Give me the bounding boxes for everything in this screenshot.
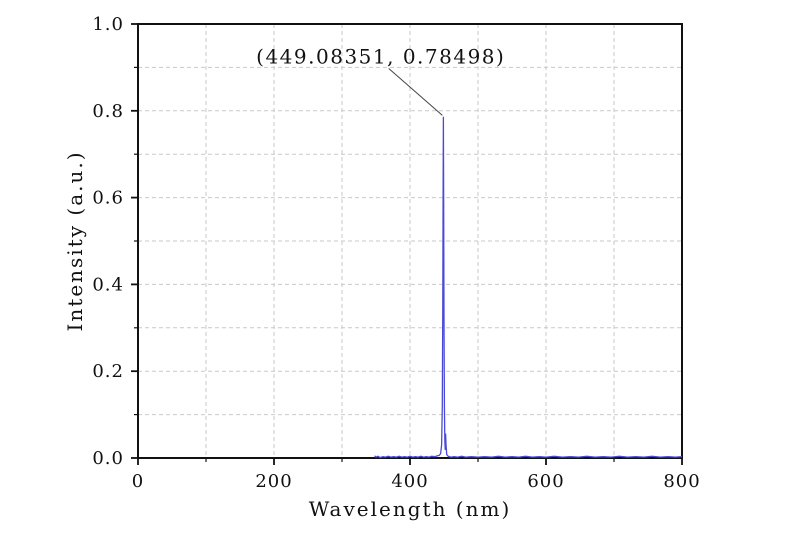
spectrum-data-line [374, 116, 683, 459]
grid-lines [138, 24, 682, 458]
y-tick-label: 0.0 [92, 448, 124, 469]
peak-annotation: (449.08351, 0.78498) [256, 45, 505, 69]
y-axis-label: Intensity (a.u.) [63, 150, 87, 331]
y-tick-label: 1.0 [92, 14, 124, 35]
x-tick-label: 600 [527, 471, 564, 492]
x-tick-label: 800 [663, 471, 700, 492]
x-tick-label: 200 [255, 471, 292, 492]
x-tick-label: 0 [132, 471, 144, 492]
y-tick-label: 0.8 [92, 101, 124, 122]
y-tick-label: 0.4 [92, 274, 124, 295]
y-tick-label: 0.6 [92, 188, 124, 209]
x-axis-label: Wavelength (nm) [309, 497, 512, 521]
axis-tick-labels: 0 200 400 600 800 0.0 0.2 0.4 0.6 0.8 1.0 [92, 14, 700, 492]
y-tick-label: 0.2 [92, 361, 124, 382]
annotation-leader-line [388, 68, 443, 116]
x-tick-label: 400 [391, 471, 428, 492]
axis-ticks [131, 23, 683, 465]
